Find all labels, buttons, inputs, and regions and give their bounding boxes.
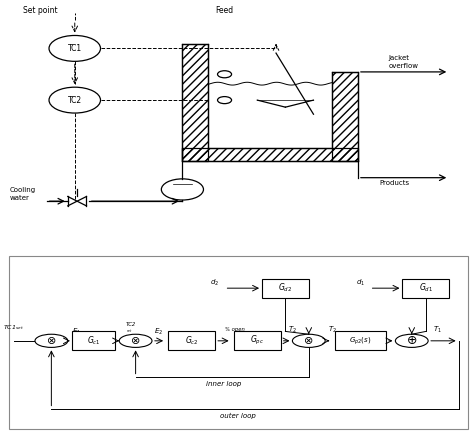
- Text: $E_2$: $E_2$: [155, 326, 164, 337]
- Bar: [182, 44, 208, 161]
- Text: ⊕: ⊕: [407, 334, 417, 347]
- Circle shape: [161, 179, 203, 200]
- Circle shape: [119, 334, 152, 348]
- Text: TC2: TC2: [68, 95, 82, 105]
- Text: $T_1$: $T_1$: [433, 324, 442, 335]
- Text: $d_1$: $d_1$: [356, 277, 365, 288]
- Text: ⊗: ⊗: [131, 336, 140, 346]
- Text: water: water: [9, 195, 29, 201]
- Text: TC2: TC2: [126, 322, 137, 327]
- Text: Jacket: Jacket: [388, 55, 410, 61]
- Text: $G_{d1}$: $G_{d1}$: [419, 282, 433, 294]
- Text: inner loop: inner loop: [206, 381, 241, 387]
- Text: outer loop: outer loop: [220, 413, 256, 419]
- Text: $G_{d2}$: $G_{d2}$: [278, 282, 292, 294]
- Circle shape: [218, 71, 232, 78]
- Text: $d_2$: $d_2$: [210, 277, 219, 288]
- Text: Set point: Set point: [23, 6, 58, 15]
- Text: % open: % open: [225, 327, 245, 333]
- Bar: [402, 279, 449, 297]
- Text: ⊗: ⊗: [304, 336, 313, 346]
- Circle shape: [218, 97, 232, 104]
- Text: TC1$_{set}$: TC1$_{set}$: [3, 323, 25, 333]
- Text: $G_{c1}$: $G_{c1}$: [87, 334, 100, 347]
- Bar: [335, 331, 386, 350]
- Text: Products: Products: [379, 180, 409, 186]
- Bar: [234, 331, 281, 350]
- Text: $_{set}$: $_{set}$: [126, 329, 133, 336]
- Circle shape: [395, 334, 428, 348]
- Bar: [73, 331, 115, 350]
- Text: $E_1$: $E_1$: [73, 326, 82, 337]
- Text: $T_2$: $T_2$: [288, 324, 297, 335]
- Text: $T_2$: $T_2$: [328, 324, 337, 335]
- Circle shape: [49, 87, 100, 113]
- Circle shape: [35, 334, 68, 348]
- Text: TC1: TC1: [68, 44, 82, 53]
- Text: TRANSFER FUNCTION DAN DIAGRAM BLOK: TRANSFER FUNCTION DAN DIAGRAM BLOK: [14, 237, 296, 250]
- Text: ⊗: ⊗: [46, 336, 56, 346]
- Bar: [332, 72, 358, 161]
- Bar: [262, 279, 309, 297]
- Text: overflow: overflow: [388, 63, 419, 70]
- Text: $G_{pc}$: $G_{pc}$: [250, 334, 264, 347]
- Bar: [168, 331, 215, 350]
- Text: Cooling: Cooling: [9, 187, 36, 193]
- Text: $G_{p2}(s)$: $G_{p2}(s)$: [349, 335, 372, 347]
- Bar: [182, 148, 358, 161]
- Circle shape: [292, 334, 325, 348]
- Text: Feed: Feed: [215, 6, 233, 15]
- Text: $G_{c2}$: $G_{c2}$: [185, 334, 199, 347]
- Circle shape: [49, 36, 100, 61]
